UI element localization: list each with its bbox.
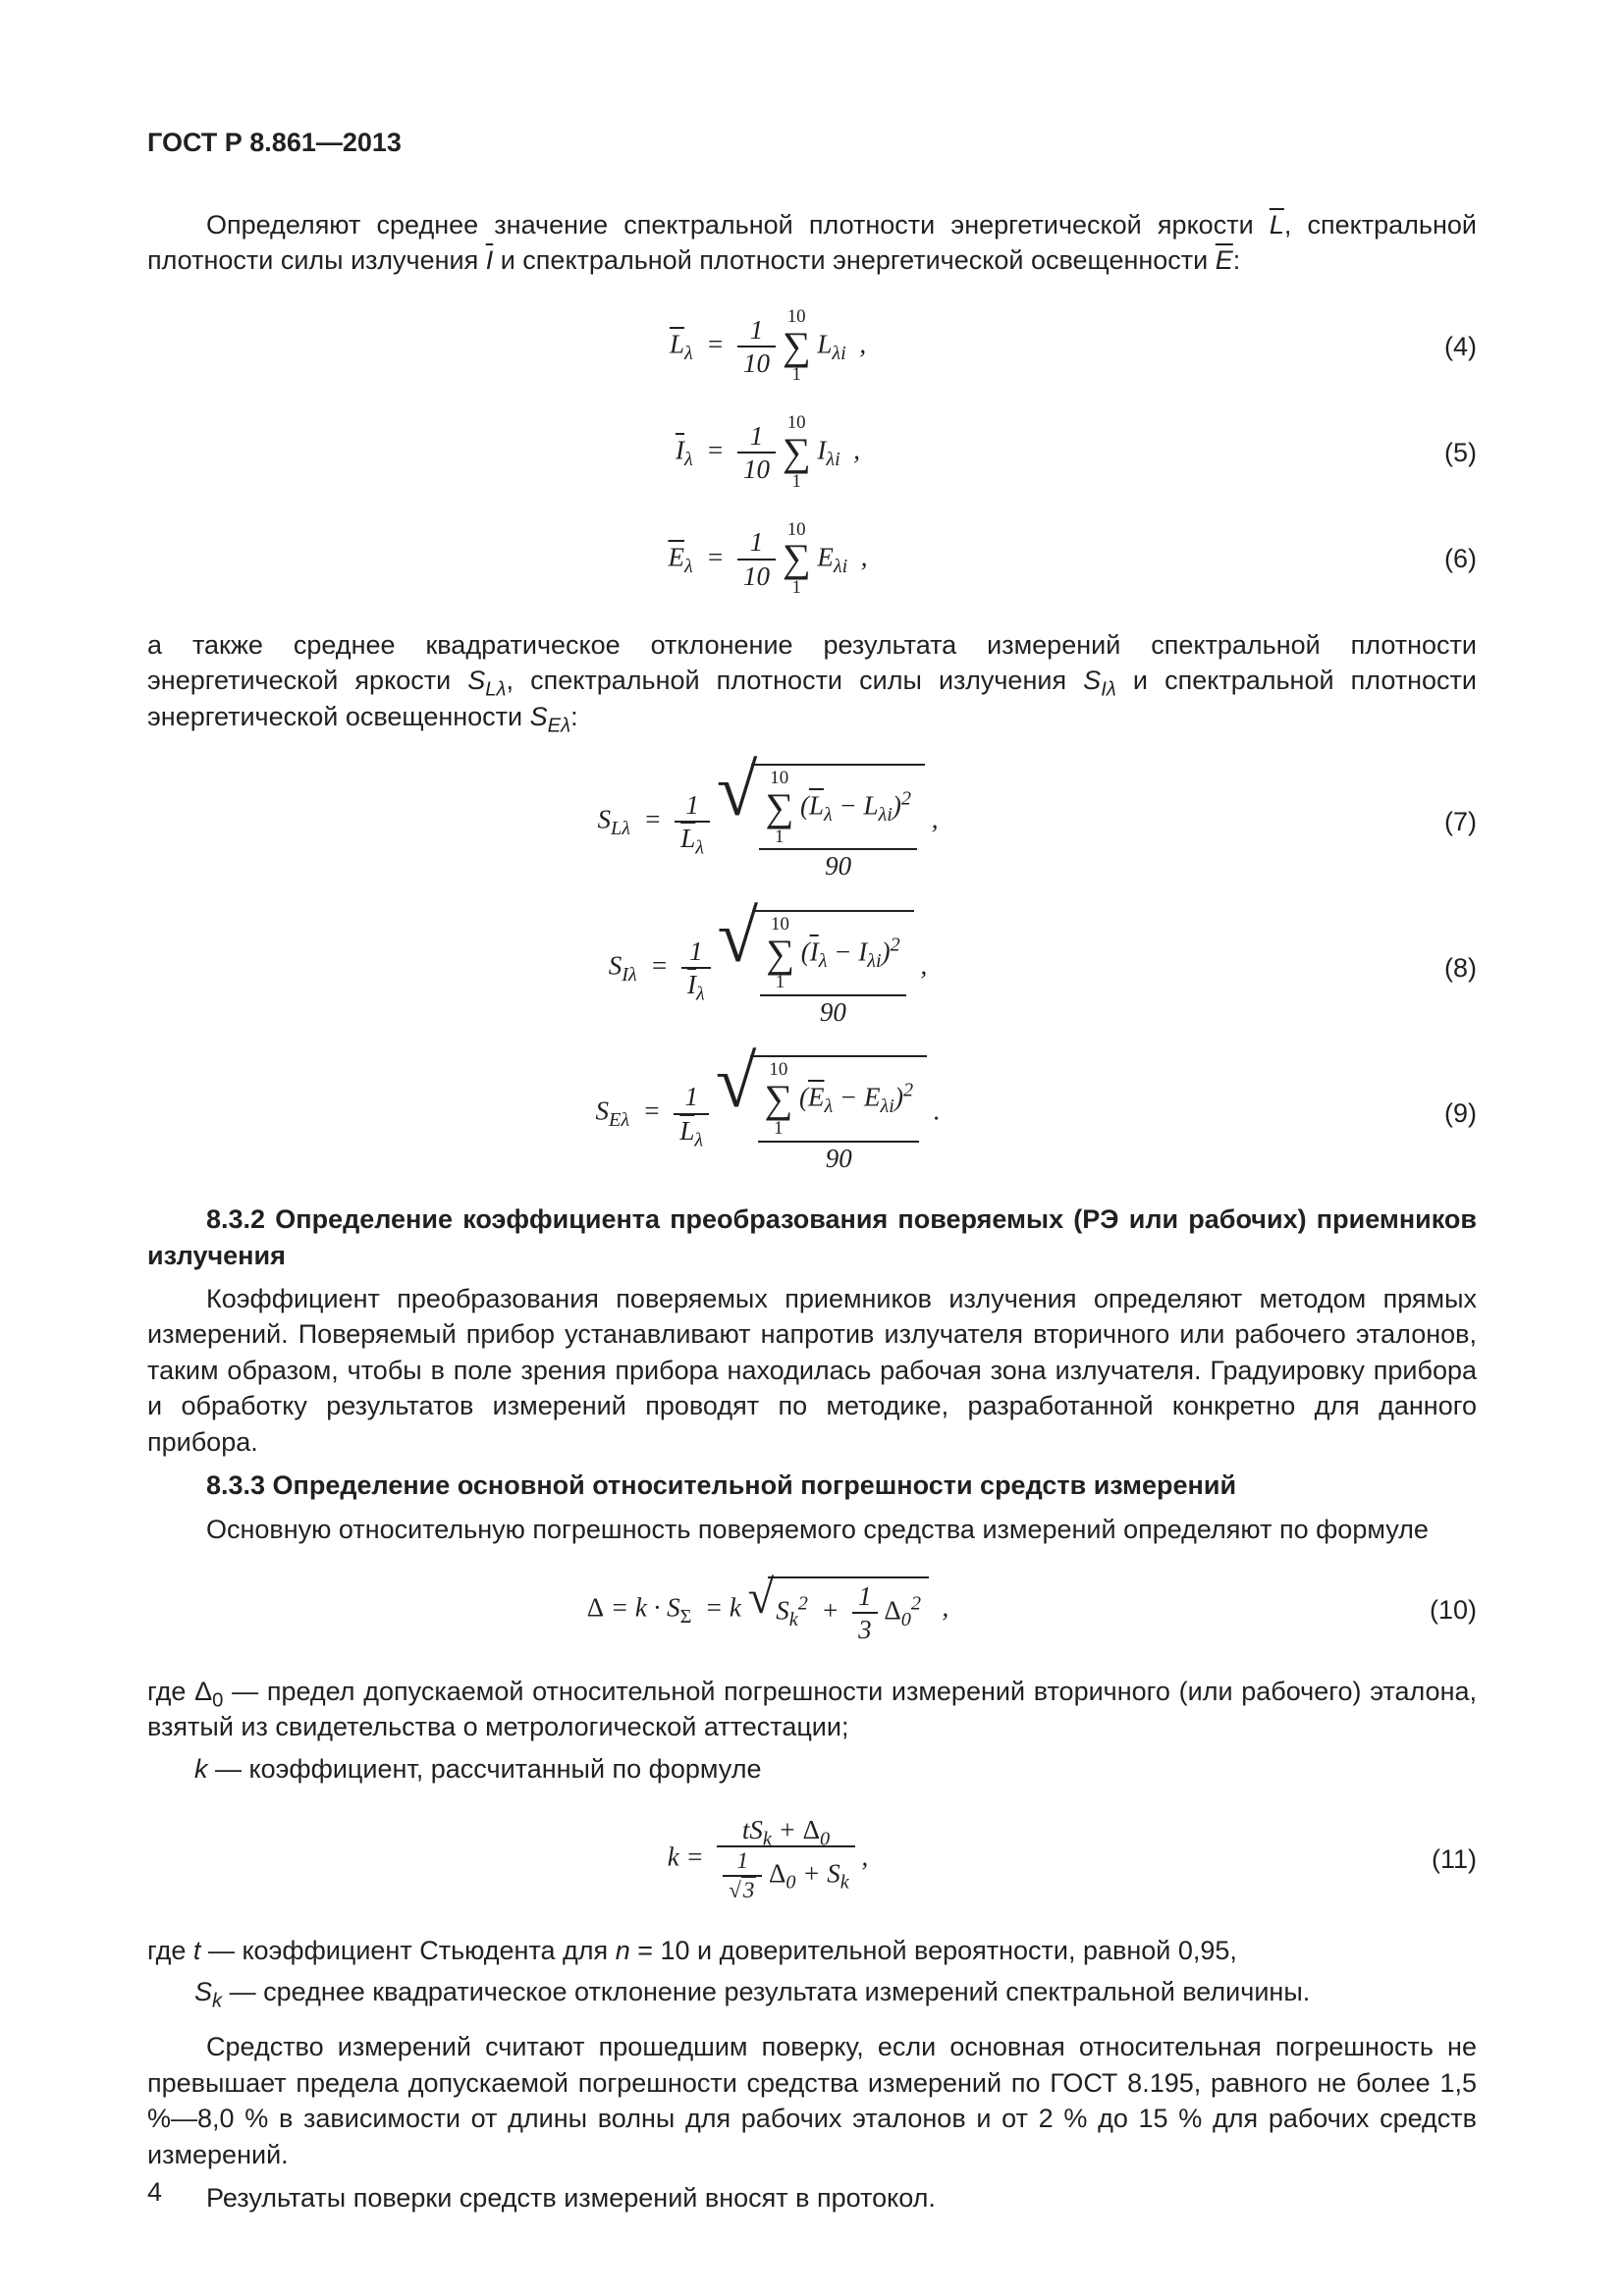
equation-9-body: SEλ = 1Lλ √ 10∑1 (Eλ − Eλi)2 90 . [595, 1055, 940, 1172]
paragraph-std-intro: а также среднее квадратическое отклонени… [147, 627, 1477, 734]
symbol-E-bar: E [1216, 245, 1233, 275]
page-number: 4 [147, 2177, 162, 2208]
equation-number: (10) [1388, 1595, 1477, 1626]
text: Определяют среднее значение спектральной… [206, 210, 1270, 240]
paragraph-pass-criteria: Средство измерений считают прошедшим пов… [147, 2029, 1477, 2172]
page: ГОСТ Р 8.861—2013 Определяют среднее зна… [0, 0, 1624, 2296]
sub: λi [826, 449, 839, 470]
sub: λ [684, 449, 693, 470]
heading-text: 8.3.3 Определение основной относительной… [206, 1470, 1236, 1500]
text: — коэффициент Стьюдента для [200, 1936, 615, 1965]
den: 10 [737, 347, 776, 377]
where-k: k — коэффициент, рассчитанный по формуле [147, 1751, 1477, 1787]
paragraph-8-3-2: Коэффициент преобразования поверяемых пр… [147, 1281, 1477, 1460]
equation-8: SIλ = 1Iλ √ 10∑1 (Iλ − Iλi)2 90 , (8) [147, 910, 1477, 1027]
equation-number: (8) [1388, 953, 1477, 984]
text: : [570, 702, 578, 731]
sym: I [676, 436, 684, 465]
heading-text: 8.3.2 Определение коэффициента преобразо… [147, 1204, 1477, 1269]
equation-5: Iλ = 110 10∑1 Iλi , (5) [147, 414, 1477, 491]
symbol-SI: SIλ [1083, 666, 1116, 695]
equation-number: (4) [1388, 332, 1477, 362]
equation-10-body: Δ = k · SΣ = k √ Sk2 + 13 Δ02 , [587, 1576, 949, 1644]
text: — среднее квадратическое отклонение резу… [222, 1977, 1310, 2006]
num: 1 [737, 316, 776, 347]
symbol-n: n [616, 1936, 630, 1965]
equation-8-body: SIλ = 1Iλ √ 10∑1 (Iλ − Iλi)2 90 , [609, 910, 927, 1027]
equation-9: SEλ = 1Lλ √ 10∑1 (Eλ − Eλi)2 90 . (9) [147, 1055, 1477, 1172]
text: где [147, 1936, 193, 1965]
sub: λ [684, 343, 693, 364]
equation-number: (11) [1388, 1844, 1477, 1875]
symbol-Sk: Sk [194, 1977, 222, 2006]
equation-5-body: Iλ = 110 10∑1 Iλi , [676, 414, 860, 491]
symbol-k: k [194, 1754, 208, 1784]
sub: λi [832, 343, 845, 364]
sigma: 10∑1 [783, 308, 811, 385]
equation-6-body: Eλ = 110 10∑1 Eλi , [668, 521, 867, 598]
equation-number: (7) [1388, 807, 1477, 837]
equation-11-body: k = tSk + Δ0 1√3 Δ0 + Sk , [668, 1816, 869, 1903]
sym: L [670, 329, 684, 358]
text: где Δ [147, 1677, 212, 1706]
symbol-SL: SLλ [467, 666, 506, 695]
equation-11: k = tSk + Δ0 1√3 Δ0 + Sk , (11) [147, 1816, 1477, 1903]
equation-number: (9) [1388, 1098, 1477, 1129]
frac: 110 [737, 422, 776, 484]
symbol-SE: SEλ [530, 702, 571, 731]
symbol-L-bar: L [1270, 210, 1284, 240]
where-delta0: где Δ0 — предел допускаемой относительно… [147, 1674, 1477, 1745]
paragraph-intro: Определяют среднее значение спектральной… [147, 207, 1477, 279]
equation-10: Δ = k · SΣ = k √ Sk2 + 13 Δ02 , (10) [147, 1576, 1477, 1644]
heading-8-3-2: 8.3.2 Определение коэффициента преобразо… [147, 1201, 1477, 1273]
text: — предел допускаемой относительной погре… [147, 1677, 1477, 1741]
frac: 110 [737, 528, 776, 590]
equation-4: Lλ = 110 10∑1 Lλi , (4) [147, 308, 1477, 385]
text: : [1233, 245, 1241, 275]
sigma: 10∑1 [783, 414, 811, 491]
paragraph-protocol: Результаты поверки средств измерений вно… [147, 2180, 1477, 2216]
heading-8-3-3: 8.3.3 Определение основной относительной… [147, 1468, 1477, 1503]
equation-6: Eλ = 110 10∑1 Eλi , (6) [147, 521, 1477, 598]
frac: 1Lλ [675, 791, 710, 853]
sym: E [668, 542, 684, 571]
equation-number: (6) [1388, 544, 1477, 574]
equation-7: SLλ = 1Lλ √ 10∑1 (Lλ − Lλi)2 90 , (7) [147, 764, 1477, 881]
lower: 1 [783, 366, 811, 385]
text: — коэффициент, рассчитанный по формуле [208, 1754, 762, 1784]
where-t: где t — коэффициент Стьюдента для n = 10… [147, 1933, 1477, 1968]
where-sk: Sk — среднее квадратическое отклонение р… [147, 1974, 1477, 2009]
text: , спектральной плотности силы излучения [507, 666, 1084, 695]
text: = 10 и доверительной вероятности, равной… [630, 1936, 1237, 1965]
sub: λ [684, 555, 693, 576]
equation-number: (5) [1388, 438, 1477, 468]
sym: L [817, 329, 832, 358]
equation-4-body: Lλ = 110 10∑1 Lλi , [670, 308, 866, 385]
frac: 110 [737, 316, 776, 378]
sigma: 10∑1 [783, 521, 811, 598]
sqrt: √ 10∑1 (Lλ − Lλi)2 90 [717, 764, 925, 881]
text: и спектральной плотности энергетической … [493, 245, 1216, 275]
equation-7-body: SLλ = 1Lλ √ 10∑1 (Lλ − Lλi)2 90 , [597, 764, 938, 881]
paragraph-8-3-3-intro: Основную относительную погрешность повер… [147, 1512, 1477, 1547]
sym: E [817, 542, 834, 571]
sub: λi [834, 555, 847, 576]
standard-id: ГОСТ Р 8.861—2013 [147, 128, 1477, 158]
